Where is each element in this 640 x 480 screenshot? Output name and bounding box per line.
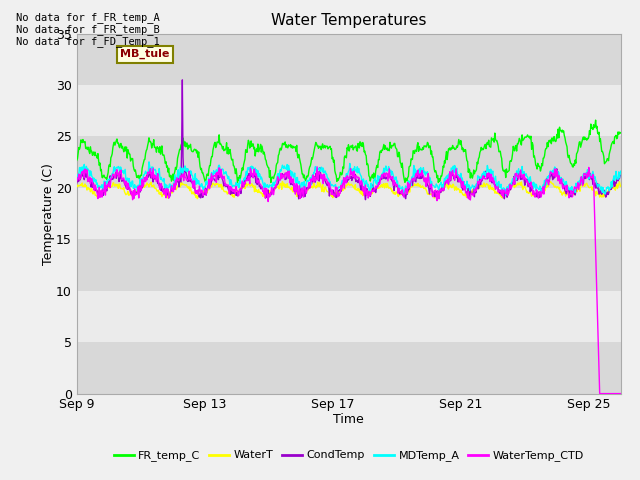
Bar [77, 342, 621, 394]
CondTemp [390, 188, 398, 193]
MDTemp_A [390, 173, 397, 179]
CondTemp [362, 197, 369, 203]
Line: WaterT: WaterT [77, 181, 621, 199]
WaterT [617, 183, 625, 189]
CondTemp [487, 176, 495, 181]
FR_temp_C [617, 130, 625, 135]
CondTemp [404, 187, 412, 193]
WaterTemp_CTD [106, 185, 114, 191]
FR_temp_C [73, 157, 81, 163]
FR_temp_C [592, 117, 600, 123]
Bar [77, 291, 621, 342]
WaterTemp_CTD [542, 178, 550, 184]
CondTemp [106, 173, 114, 179]
FR_temp_C [404, 175, 412, 180]
FR_temp_C [486, 144, 494, 150]
Text: MB_tule: MB_tule [120, 49, 170, 59]
Bar [77, 188, 621, 240]
Line: CondTemp: CondTemp [77, 80, 621, 200]
FR_temp_C [106, 164, 114, 169]
MDTemp_A [106, 176, 114, 181]
WaterTemp_CTD [486, 179, 494, 184]
Line: FR_temp_C: FR_temp_C [77, 120, 621, 183]
MDTemp_A [73, 175, 81, 181]
WaterT [73, 182, 81, 188]
CondTemp [179, 77, 186, 83]
Text: No data for f_FR_temp_B: No data for f_FR_temp_B [16, 24, 160, 35]
CondTemp [421, 177, 429, 183]
FR_temp_C [542, 145, 550, 151]
FR_temp_C [420, 143, 428, 149]
WaterTemp_CTD [314, 164, 321, 170]
WaterTemp_CTD [404, 180, 412, 185]
WaterTemp_CTD [390, 182, 397, 188]
WaterTemp_CTD [596, 391, 604, 396]
WaterT [106, 184, 114, 190]
WaterT [193, 196, 201, 202]
Line: MDTemp_A: MDTemp_A [77, 162, 621, 195]
WaterTemp_CTD [617, 391, 625, 396]
CondTemp [617, 172, 625, 178]
Bar [77, 136, 621, 188]
MDTemp_A [543, 182, 550, 188]
WaterT [390, 190, 398, 195]
Text: No data for f_FR_temp_A: No data for f_FR_temp_A [16, 12, 160, 23]
Text: No data for f_FD_Temp_1: No data for f_FD_Temp_1 [16, 36, 160, 47]
X-axis label: Time: Time [333, 413, 364, 426]
WaterT [278, 179, 286, 184]
FR_temp_C [234, 180, 241, 186]
CondTemp [543, 176, 550, 181]
Legend: FR_temp_C, WaterT, CondTemp, MDTemp_A, WaterTemp_CTD: FR_temp_C, WaterT, CondTemp, MDTemp_A, W… [109, 446, 588, 466]
Title: Water Temperatures: Water Temperatures [271, 13, 426, 28]
MDTemp_A [617, 168, 625, 174]
WaterT [487, 186, 495, 192]
MDTemp_A [420, 170, 428, 176]
MDTemp_A [404, 184, 412, 190]
WaterT [543, 185, 550, 191]
MDTemp_A [502, 192, 509, 198]
WaterT [421, 185, 429, 191]
WaterTemp_CTD [73, 178, 81, 184]
Bar [77, 34, 621, 85]
MDTemp_A [486, 172, 494, 178]
Y-axis label: Temperature (C): Temperature (C) [42, 163, 54, 264]
Bar [77, 85, 621, 136]
CondTemp [73, 180, 81, 185]
MDTemp_A [145, 159, 153, 165]
WaterT [404, 186, 412, 192]
Line: WaterTemp_CTD: WaterTemp_CTD [77, 167, 621, 394]
FR_temp_C [390, 143, 397, 148]
Bar [77, 240, 621, 291]
WaterTemp_CTD [420, 179, 428, 184]
